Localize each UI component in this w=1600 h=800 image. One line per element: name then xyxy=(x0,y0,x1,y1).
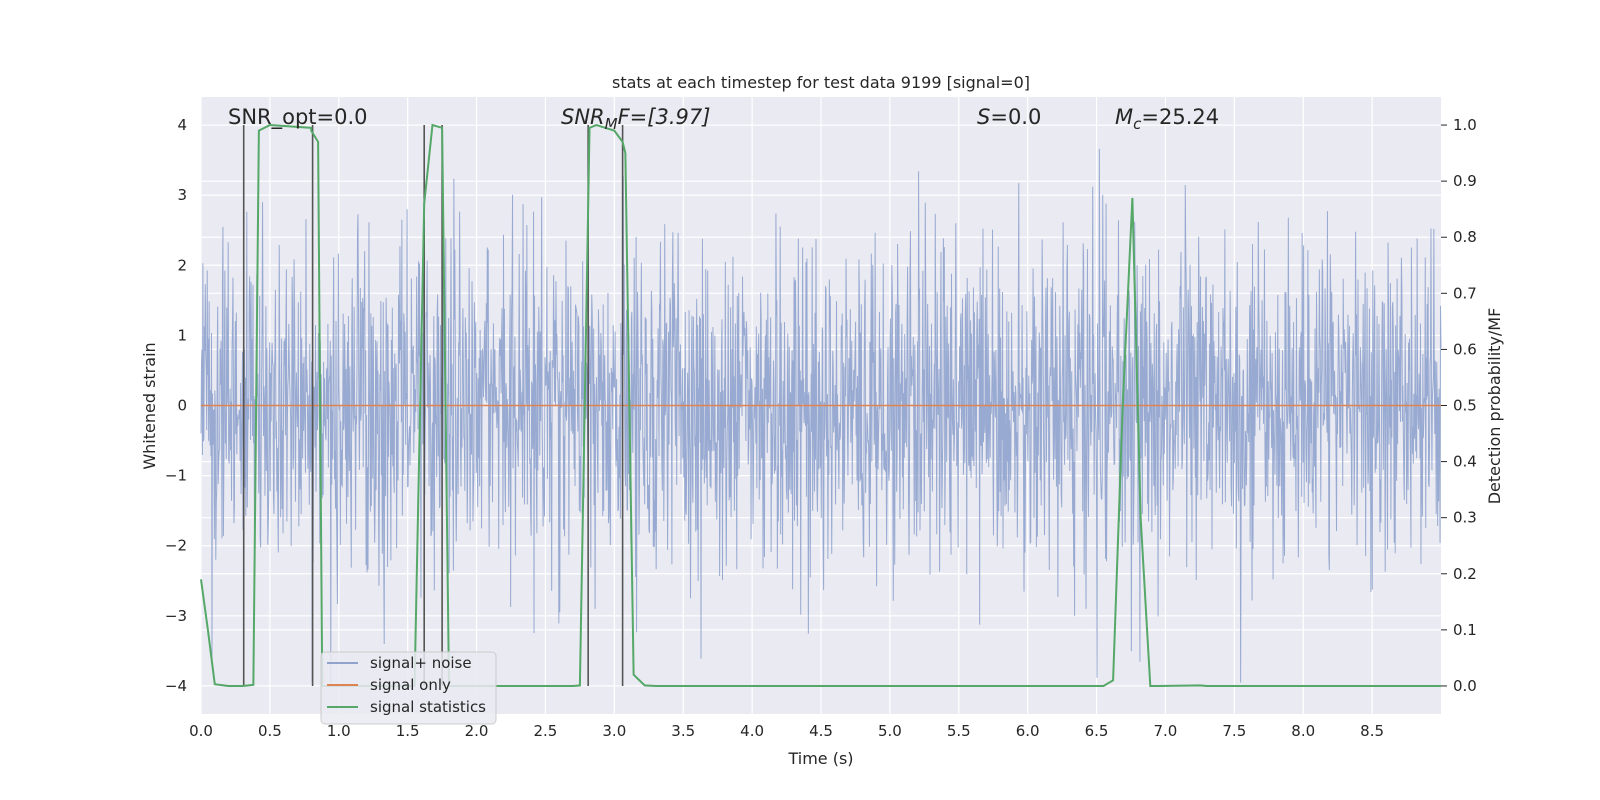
x-tick-label: 3.0 xyxy=(602,722,626,740)
x-tick-label: 0.0 xyxy=(189,722,213,740)
y2-tick-label: 0.8 xyxy=(1453,228,1477,246)
annotation-snr-mf-value: F=[3.97] xyxy=(618,105,711,129)
y-tick-label: 3 xyxy=(177,186,187,204)
x-tick-label: 3.5 xyxy=(671,722,695,740)
series-signal-statistics xyxy=(200,123,1441,687)
y2-tick-label: 0.9 xyxy=(1453,172,1477,190)
x-axis-ticks: 0.0 0.5 1.0 1.5 2.0 2.5 3.0 3.5 4.0 4.5 5.0 5.5 6.0 6… xyxy=(189,722,1384,740)
x-tick-label: 2.5 xyxy=(534,722,558,740)
x-tick-label: 4.0 xyxy=(740,722,764,740)
annotation-s-value: =0.0 xyxy=(990,105,1041,129)
annotation-snr-mf-subscript: M xyxy=(605,115,618,133)
legend-box xyxy=(320,651,497,725)
annotation-snr-mf: SNRMF=[3.97] xyxy=(561,105,710,133)
annotation-mc-value: =25.24 xyxy=(1141,105,1219,129)
y2-tick-label: 0.3 xyxy=(1453,509,1477,527)
signal-noise-line xyxy=(200,148,1442,683)
annotation-s: S=0.0 xyxy=(977,105,1041,129)
series-signal-noise xyxy=(200,148,1442,683)
x-tick-label: 6.0 xyxy=(1016,722,1040,740)
legend: signal+ noise signal only signal statist… xyxy=(320,651,497,725)
x-tick-label: 5.0 xyxy=(878,722,902,740)
y-tick-label: −2 xyxy=(165,537,187,555)
y2-tick-label: 0.4 xyxy=(1453,453,1477,471)
y2-axis-label: Detection probability/MF xyxy=(1485,308,1504,505)
annotation-mc-subscript: c xyxy=(1133,115,1142,133)
y-tick-label: 1 xyxy=(177,326,187,344)
x-tick-label: 7.0 xyxy=(1154,722,1178,740)
x-tick-label: 7.5 xyxy=(1222,722,1246,740)
chart-title: stats at each timestep for test data 919… xyxy=(612,73,1030,92)
y-tick-label: −1 xyxy=(165,467,187,485)
annotation-snr-mf-rest: F=[3.97] xyxy=(618,105,711,129)
y-tick-label: 4 xyxy=(177,116,187,134)
signal-statistics-line xyxy=(200,123,1441,687)
x-tick-label: 8.0 xyxy=(1291,722,1315,740)
y-tick-label: 2 xyxy=(177,256,187,274)
y2-axis-ticks: 1.0 0.9 0.8 0.7 0.6 0.5 0.4 0.3 0.2 0.1 0.0 xyxy=(1441,116,1477,695)
y2-tick-label: 0.6 xyxy=(1453,340,1477,358)
y-tick-label: 0 xyxy=(177,397,187,415)
y2-tick-label: 0.2 xyxy=(1453,565,1477,583)
annotation-snr-opt: SNR_opt=0.0 xyxy=(228,105,368,130)
y-tick-label: −3 xyxy=(165,607,187,625)
x-tick-label: 6.5 xyxy=(1085,722,1109,740)
y-tick-label: −4 xyxy=(165,677,187,695)
legend-label-signal-statistics: signal statistics xyxy=(370,698,486,716)
x-tick-label: 8.5 xyxy=(1360,722,1384,740)
legend-label-signal-only: signal only xyxy=(370,676,451,694)
annotation-mc: Mc=25.24 xyxy=(1115,105,1219,133)
x-tick-label: 2.0 xyxy=(465,722,489,740)
x-tick-label: 0.5 xyxy=(258,722,282,740)
y2-tick-label: 1.0 xyxy=(1453,116,1477,134)
x-axis-label: Time (s) xyxy=(787,749,853,768)
y-axis-label: Whitened strain xyxy=(140,342,159,469)
x-tick-label: 5.5 xyxy=(947,722,971,740)
annotation-snr-mf-symbol: SNR xyxy=(561,105,605,129)
y2-tick-label: 0.5 xyxy=(1453,397,1477,415)
x-tick-label: 1.5 xyxy=(396,722,420,740)
y2-tick-label: 0.0 xyxy=(1453,677,1477,695)
y2-tick-label: 0.7 xyxy=(1453,284,1477,302)
x-tick-label: 1.0 xyxy=(327,722,351,740)
y-axis-ticks: 4 3 2 1 0 −1 −2 −3 −4 xyxy=(165,116,187,695)
x-tick-label: 4.5 xyxy=(809,722,833,740)
annotation-mc-symbol: M xyxy=(1115,105,1133,129)
y2-tick-label: 0.1 xyxy=(1453,621,1477,639)
annotation-s-symbol: S xyxy=(977,105,990,129)
legend-label-signal-noise: signal+ noise xyxy=(370,654,472,672)
